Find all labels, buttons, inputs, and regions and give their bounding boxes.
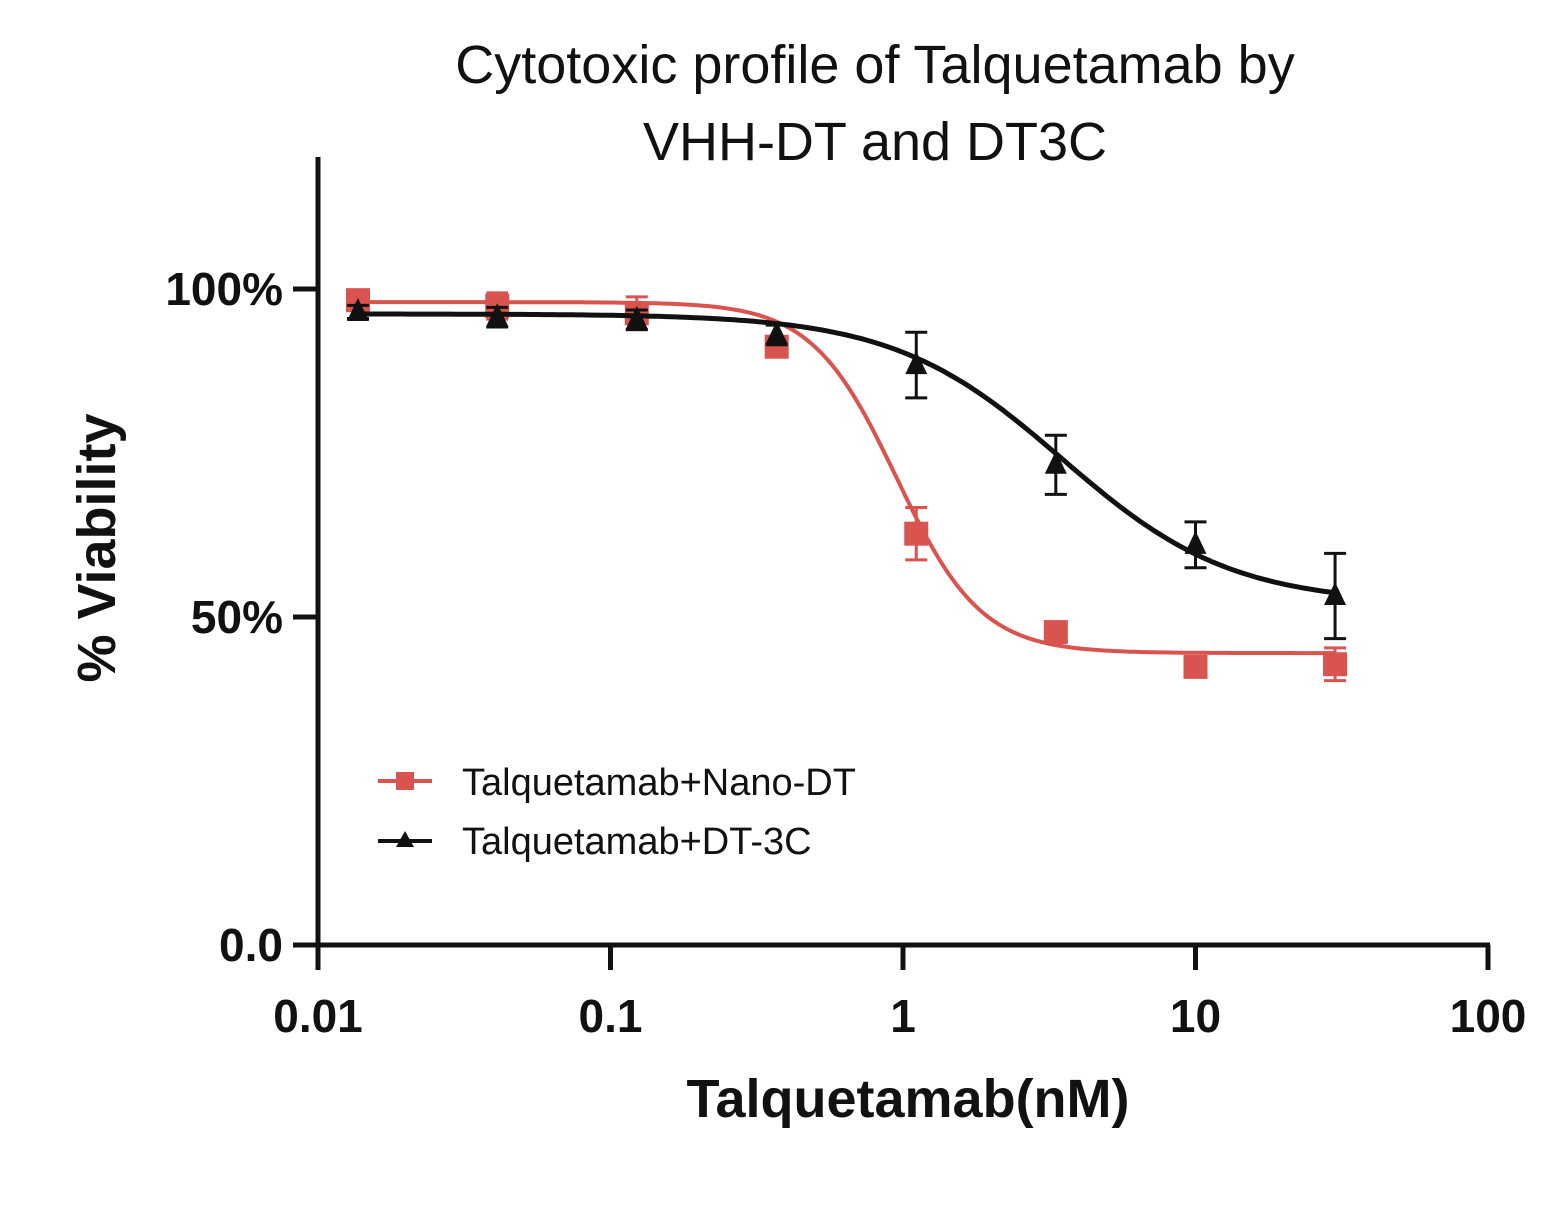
- y-tick-label: 0.0: [219, 919, 283, 971]
- data-point-square: [904, 521, 929, 546]
- data-point-triangle: [1324, 582, 1347, 606]
- series-dt-3c: [346, 297, 1347, 641]
- data-point-triangle: [1044, 450, 1067, 474]
- y-ticks: 0.0 50% 100%: [165, 263, 318, 971]
- legend: Talquetamab+Nano-DT Talquetamab+DT-3C: [378, 762, 856, 863]
- x-tick-label: 10: [1170, 990, 1221, 1042]
- data-point-triangle: [486, 303, 509, 327]
- fit-curve: [358, 311, 1336, 596]
- legend-label-dt-3c: Talquetamab+DT-3C: [462, 821, 812, 863]
- legend-triangle-marker: [396, 831, 414, 847]
- data-point-triangle: [765, 320, 788, 344]
- chart-title-line-2: VHH-DT and DT3C: [643, 112, 1107, 172]
- data-point-triangle: [346, 297, 369, 321]
- x-tick-label: 1: [890, 990, 916, 1042]
- y-tick-label: 50%: [191, 591, 283, 643]
- data-point-square: [1323, 652, 1348, 677]
- legend-square-marker: [396, 772, 414, 790]
- chart-title-line-1: Cytotoxic profile of Talquetamab by: [455, 35, 1294, 95]
- data-point-triangle: [905, 351, 928, 375]
- legend-item-dt-3c: Talquetamab+DT-3C: [378, 821, 812, 863]
- fit-curve: [358, 300, 1336, 656]
- plot-area: [345, 288, 1348, 683]
- x-ticks: 0.01 0.1 1 10 100: [273, 945, 1526, 1042]
- legend-item-nano-dt: Talquetamab+Nano-DT: [378, 762, 856, 804]
- data-point-triangle: [1184, 530, 1207, 554]
- x-tick-label: 100: [1450, 990, 1527, 1042]
- x-tick-label: 0.1: [579, 990, 643, 1042]
- y-tick-label: 100%: [165, 263, 283, 315]
- data-point-square: [1183, 654, 1208, 679]
- x-axis-label: Talquetamab(nM): [687, 1069, 1130, 1129]
- legend-label-nano-dt: Talquetamab+Nano-DT: [462, 762, 856, 804]
- series-nano-dt: [345, 288, 1348, 683]
- data-point-square: [1043, 620, 1068, 645]
- x-tick-label: 0.01: [273, 990, 363, 1042]
- data-point-triangle: [625, 305, 648, 329]
- y-axis-label: % Viability: [67, 413, 127, 682]
